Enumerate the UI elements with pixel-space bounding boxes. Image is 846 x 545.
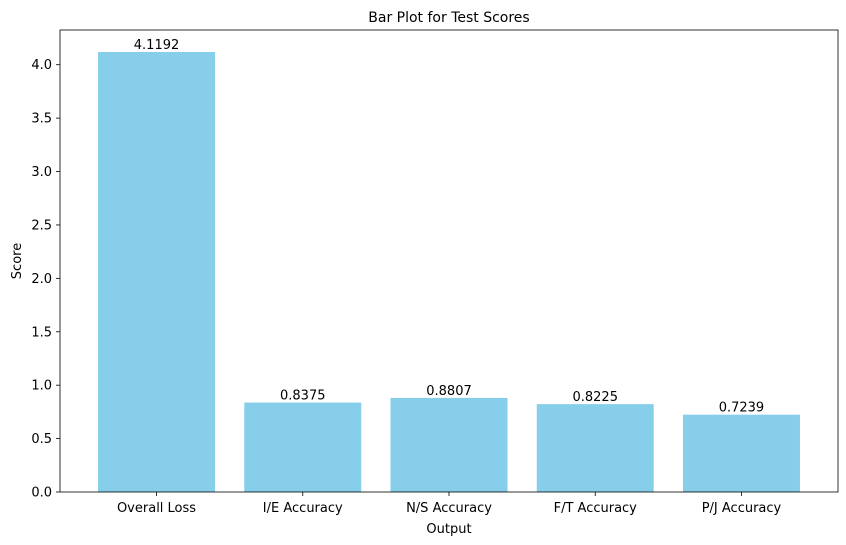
bar — [98, 51, 216, 492]
y-tick-label: 0.5 — [31, 432, 52, 447]
x-tick-label: Overall Loss — [117, 501, 196, 516]
chart-title: Bar Plot for Test Scores — [368, 10, 529, 26]
y-tick-label: 3.5 — [31, 112, 52, 127]
x-axis-label: Output — [426, 522, 471, 537]
bar-value-label: 4.1192 — [134, 38, 180, 53]
y-tick-label: 3.0 — [31, 165, 52, 180]
bar-value-label: 0.8807 — [426, 384, 472, 399]
x-tick-label: P/J Accuracy — [702, 501, 782, 516]
bar-value-label: 0.8375 — [280, 389, 326, 404]
bar — [244, 402, 362, 492]
bar — [536, 404, 654, 492]
y-tick-label: 1.5 — [31, 325, 52, 340]
y-tick-label: 4.0 — [31, 58, 52, 73]
y-tick-label: 2.0 — [31, 272, 52, 287]
y-tick-label: 1.0 — [31, 379, 52, 394]
x-tick-label: F/T Accuracy — [554, 501, 638, 516]
y-tick-label: 2.5 — [31, 218, 52, 233]
bar — [390, 397, 508, 492]
y-tick-label: 0.0 — [31, 486, 52, 501]
x-axis-ticks: Overall Loss I/E Accuracy N/S Accuracy F/T … — [117, 492, 782, 516]
bar-value-label: 0.8225 — [572, 390, 618, 405]
plot-frame — [59, 29, 839, 493]
x-tick-label: N/S Accuracy — [406, 501, 492, 516]
y-axis-label: Score — [10, 243, 25, 279]
bars-group — [98, 51, 800, 492]
bar — [682, 414, 800, 492]
y-axis-ticks: 0.0 0.5 1.0 1.5 2.0 2.5 3.0 3.5 4.0 — [31, 58, 60, 501]
bar-value-label: 0.7239 — [719, 401, 765, 416]
bar-value-labels: 4.1192 0.8375 0.8807 0.8225 0.7239 — [134, 38, 764, 416]
x-tick-label: I/E Accuracy — [263, 501, 343, 516]
